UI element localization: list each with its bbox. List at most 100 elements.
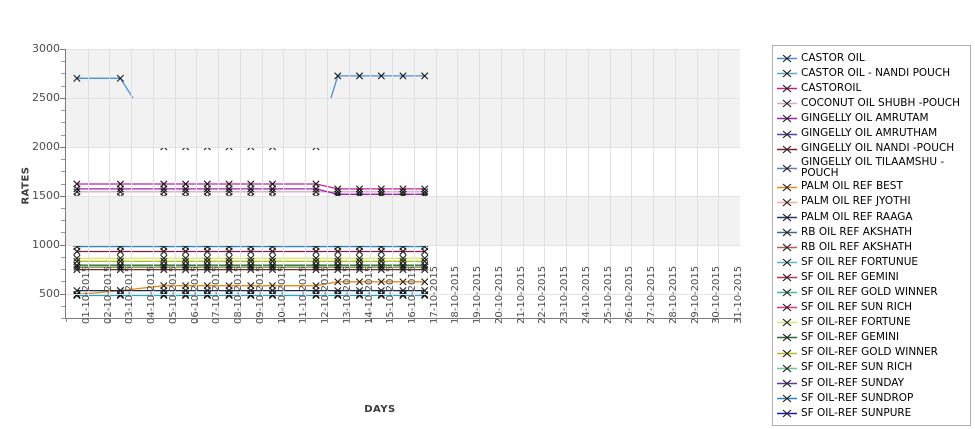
data-point-marker xyxy=(116,291,124,300)
data-point-marker xyxy=(160,266,168,274)
x-tick-label: 11-10-2015 xyxy=(298,265,310,324)
data-point-marker xyxy=(225,263,233,271)
x-tick-label: 22-10-2015 xyxy=(537,265,549,324)
y-axis-line xyxy=(65,49,66,319)
v-gridline xyxy=(522,49,524,318)
data-point-marker xyxy=(421,185,429,193)
y-axis-labels: 500 1000 1500 2000 2500 3000 xyxy=(0,0,60,429)
legend-item[interactable]: RB OIL REF AKSHATH xyxy=(777,225,968,240)
legend-item[interactable]: SF OIL-REF SUNDROP xyxy=(777,391,968,406)
x-tick xyxy=(674,318,676,322)
x-tick xyxy=(413,318,415,322)
legend-item[interactable]: SF OIL REF SUN RICH xyxy=(777,300,968,315)
legend-item[interactable]: GINGELLY OIL AMRUTAM xyxy=(777,111,968,126)
legend-item[interactable]: CASTOR OIL xyxy=(777,51,968,66)
data-point-marker xyxy=(334,263,342,271)
legend-marker-icon xyxy=(777,407,797,420)
legend-item[interactable]: SF OIL-REF FORTUNE xyxy=(777,315,968,330)
data-point-marker xyxy=(355,72,364,80)
legend-item[interactable]: PALM OIL REF RAAGA xyxy=(777,210,968,225)
legend-marker-icon xyxy=(777,241,797,254)
data-point-marker xyxy=(73,291,81,300)
x-tick xyxy=(587,318,589,322)
legend-item[interactable]: CASTOROIL xyxy=(777,81,968,96)
legend-item[interactable]: SF OIL-REF SUNDAY xyxy=(777,376,968,391)
x-tick xyxy=(696,318,698,322)
legend-item[interactable]: GINGELLY OIL AMRUTHAM xyxy=(777,126,968,141)
data-point-marker xyxy=(377,254,385,262)
legend-item[interactable]: GINGELLY OIL TILAAMSHU -POUCH xyxy=(777,156,968,180)
data-point-marker xyxy=(73,257,81,265)
legend-label: SF OIL-REF SUNDROP xyxy=(801,391,914,404)
data-point-marker xyxy=(421,254,429,262)
x-tick-label: 24-10-2015 xyxy=(580,265,592,324)
y-minor-tick xyxy=(61,318,65,319)
v-gridline xyxy=(131,49,133,318)
x-tick xyxy=(131,318,133,322)
v-gridline xyxy=(326,49,328,318)
x-tick-label: 21-10-2015 xyxy=(515,265,527,324)
data-point-marker xyxy=(268,185,277,193)
x-tick-label: 31-10-2015 xyxy=(733,265,745,324)
legend-item[interactable]: SF OIL-REF SUNPURE xyxy=(777,406,968,421)
data-point-marker xyxy=(268,254,277,262)
legend-item[interactable]: SF OIL REF GEMINI xyxy=(777,270,968,285)
data-point-marker xyxy=(377,266,385,274)
data-point-marker xyxy=(355,278,364,286)
v-gridline xyxy=(718,49,720,318)
legend-item[interactable]: CASTOR OIL - NANDI POUCH xyxy=(777,66,968,81)
data-point-marker xyxy=(399,278,407,286)
y-tick-label: 500 xyxy=(39,286,60,300)
x-tick xyxy=(174,318,176,322)
h-gridline xyxy=(66,146,740,148)
h-gridline xyxy=(66,293,740,295)
legend-item[interactable]: SF OIL REF FORTUNUE xyxy=(777,255,968,270)
y-tick xyxy=(60,49,65,50)
v-gridline xyxy=(174,49,176,318)
y-tick-label: 3000 xyxy=(32,42,60,55)
legend-item[interactable]: SF OIL-REF GEMINI xyxy=(777,330,968,345)
x-tick xyxy=(457,318,459,322)
v-gridline xyxy=(609,49,611,318)
v-gridline xyxy=(500,49,502,318)
data-point-marker xyxy=(116,257,124,265)
data-point-marker xyxy=(312,254,320,262)
legend-item[interactable]: SF OIL REF GOLD WINNER xyxy=(777,285,968,300)
legend-marker-icon xyxy=(777,97,797,110)
v-gridline xyxy=(239,49,241,318)
data-point-marker xyxy=(247,257,255,265)
v-gridline xyxy=(392,49,394,318)
y-minor-tick xyxy=(61,232,65,234)
x-tick xyxy=(435,318,437,322)
x-tick xyxy=(392,318,394,322)
x-tick xyxy=(283,318,285,322)
legend-label: CASTOR OIL - NANDI POUCH xyxy=(801,66,951,79)
legend-marker-icon xyxy=(777,226,797,239)
data-point-marker xyxy=(312,263,320,271)
y-minor-tick xyxy=(61,207,65,209)
legend-item[interactable]: RB OIL REF AKSHATH xyxy=(777,240,968,255)
legend-item[interactable]: GINGELLY OIL NANDI -POUCH xyxy=(777,142,968,157)
legend-item[interactable]: PALM OIL REF JYOTHI xyxy=(777,195,968,210)
legend-marker-icon xyxy=(777,181,797,194)
legend-label: RB OIL REF AKSHATH xyxy=(801,225,912,238)
x-tick-label: 26-10-2015 xyxy=(624,265,636,324)
legend-marker-icon xyxy=(777,196,797,209)
data-point-marker xyxy=(182,185,190,193)
x-tick xyxy=(631,318,633,322)
legend-item[interactable]: PALM OIL REF BEST xyxy=(777,179,968,194)
v-gridline xyxy=(348,49,350,318)
data-point-marker xyxy=(203,257,211,265)
legend-item[interactable]: SF OIL-REF SUN RICH xyxy=(777,361,968,376)
y-minor-tick xyxy=(61,305,65,307)
data-point-marker xyxy=(268,263,277,271)
data-point-marker xyxy=(355,266,364,274)
legend-item[interactable]: COCONUT OIL SHUBH -POUCH xyxy=(777,96,968,111)
data-point-marker xyxy=(421,72,429,80)
data-point-marker xyxy=(182,254,190,262)
legend-marker-icon xyxy=(777,392,797,405)
legend-item[interactable]: SF OIL-REF GOLD WINNER xyxy=(777,346,968,361)
v-gridline xyxy=(109,49,111,318)
y-tick-label: 1000 xyxy=(32,237,60,251)
